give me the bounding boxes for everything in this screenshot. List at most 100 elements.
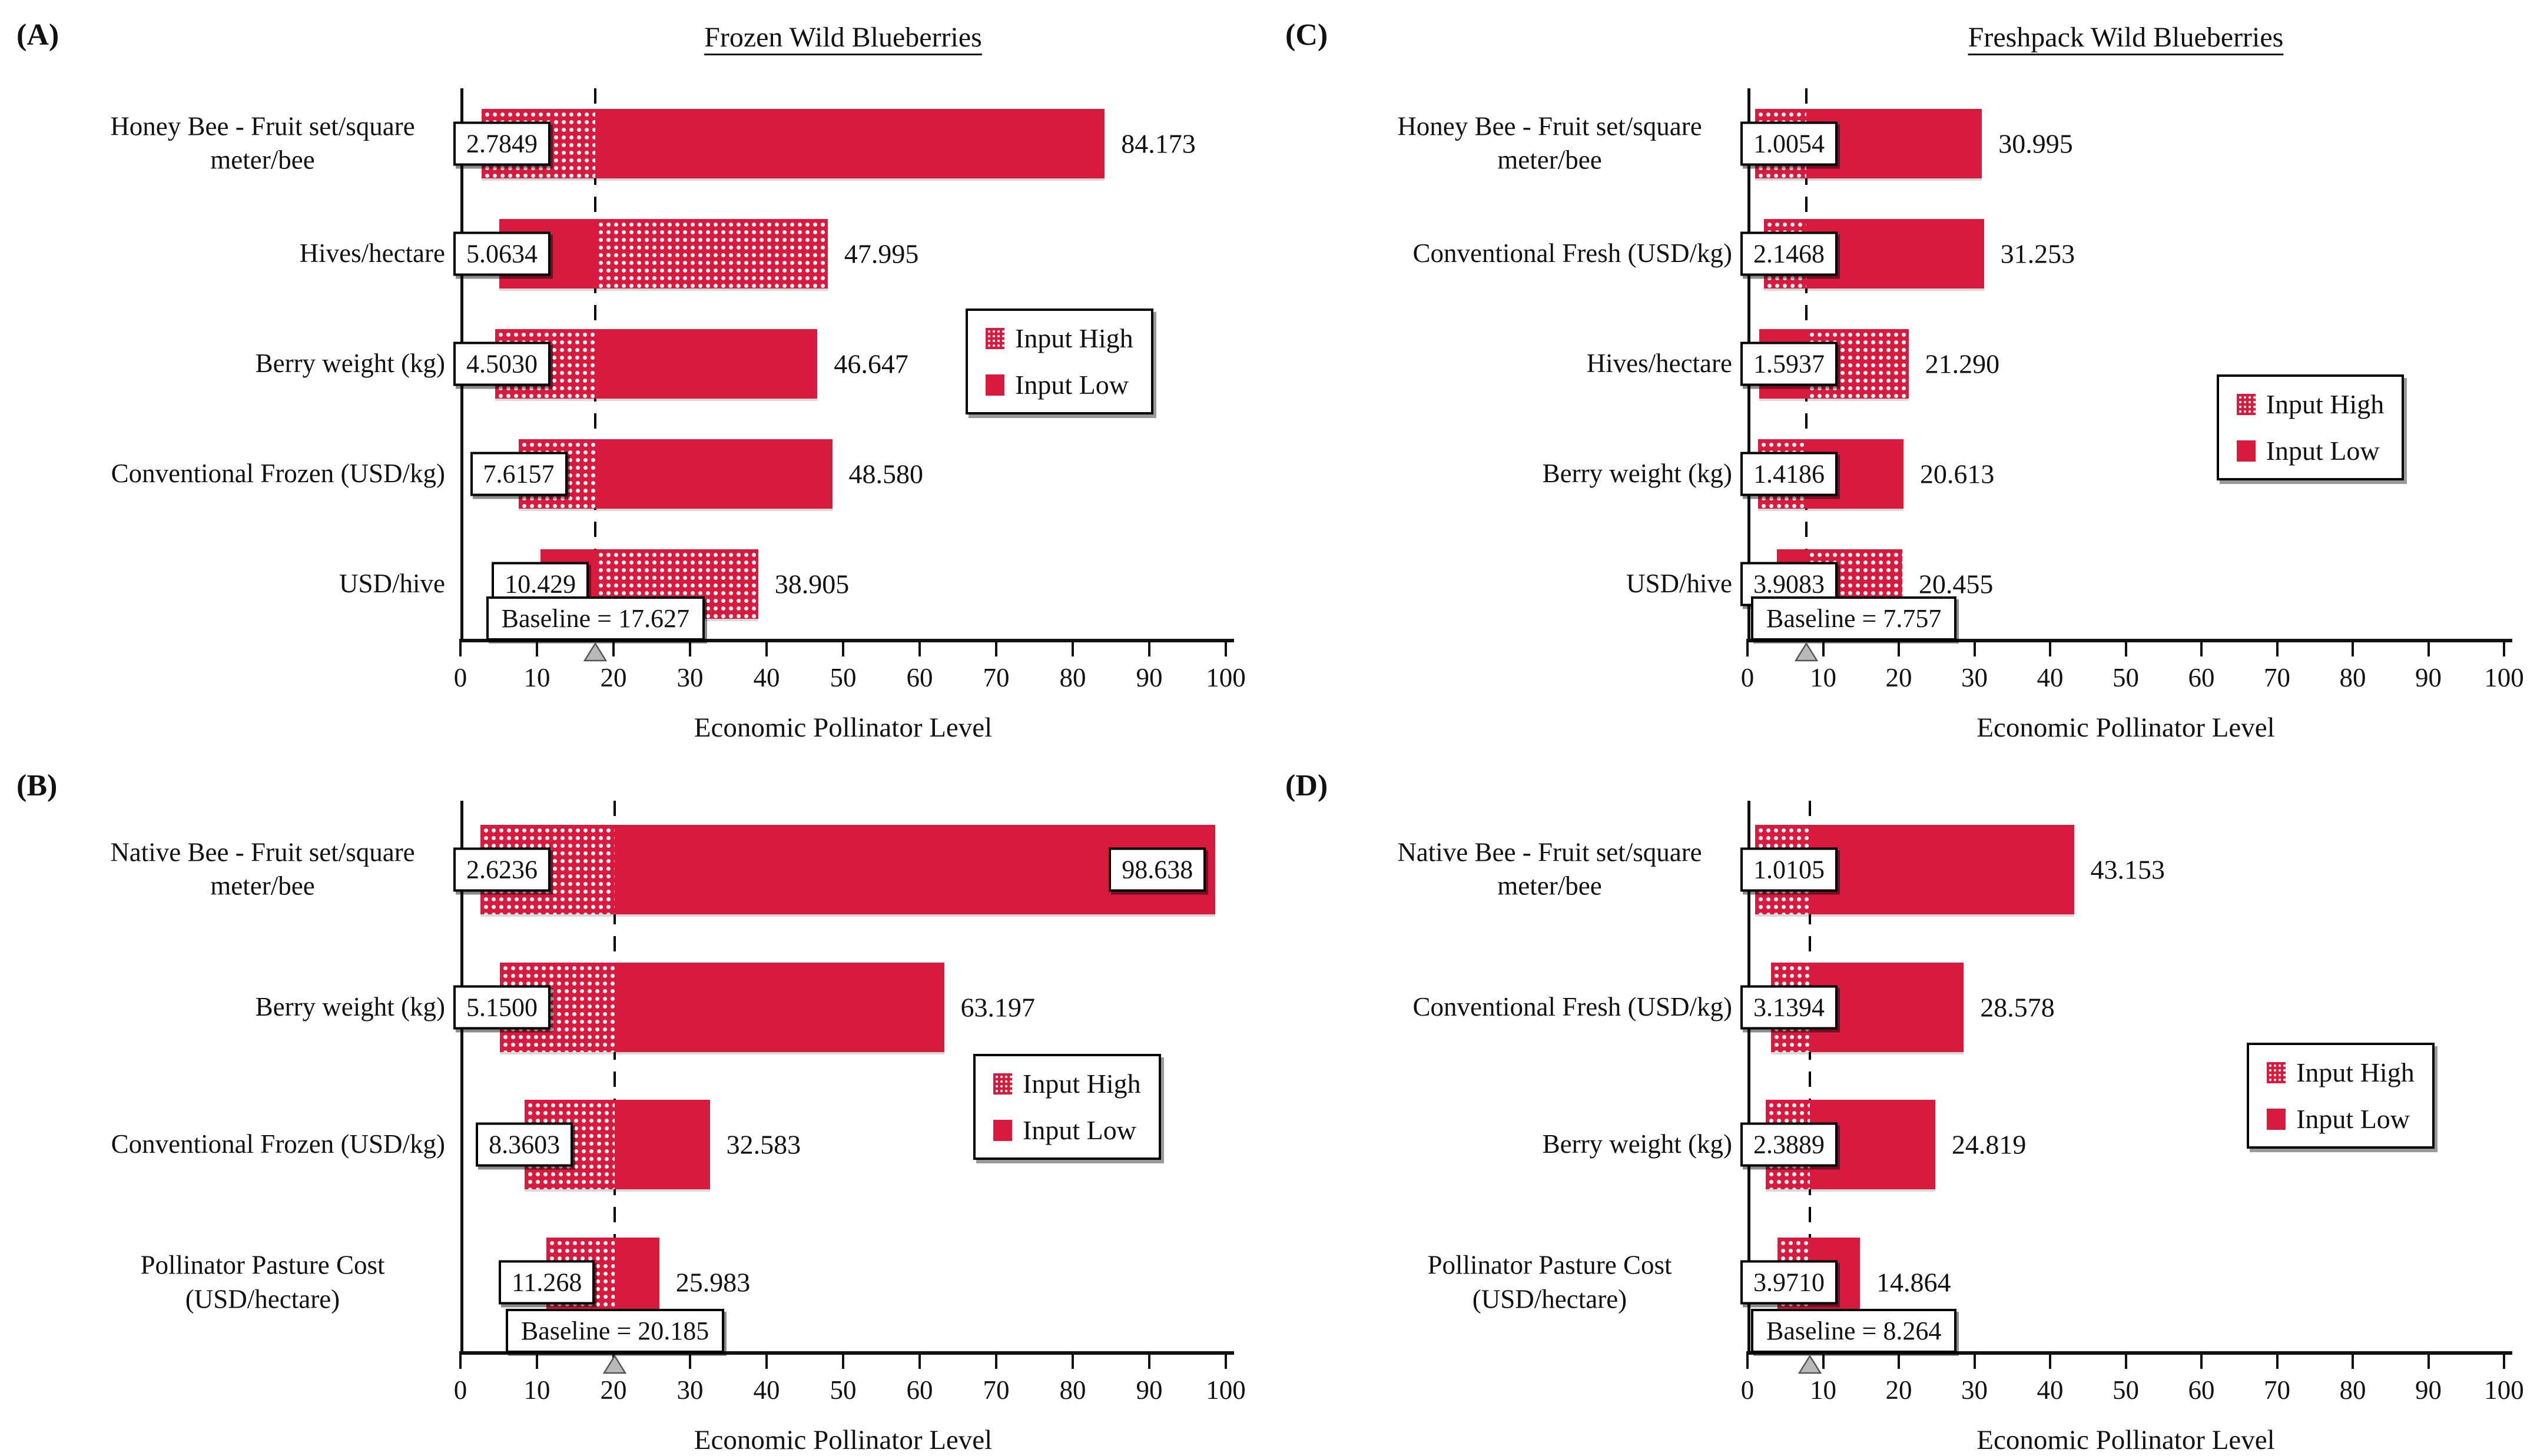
legend-label: Input Low <box>1023 1115 1136 1146</box>
category-label: Pollinator Pasture Cost (USD/hectare) <box>140 1250 385 1314</box>
plot-area: 1.0105 43.153 3.1394 28.578 2.3889 24.819 3.97… <box>1740 801 2524 1455</box>
axis-tick-label: 80 <box>1059 1375 1086 1405</box>
category-label: Honey Bee - Fruit set/square meter/bee <box>1397 111 1702 175</box>
axis-tick-label: 40 <box>2037 663 2064 692</box>
axis-tick-label: 80 <box>2339 663 2366 692</box>
baseline-box: Baseline = 8.264 <box>1751 1309 1957 1353</box>
low-value-box-label: 1.0105 <box>1740 847 1838 892</box>
high-value-label: 32.583 <box>726 1129 801 1160</box>
panel-c: (C) Freshpack Wild Blueberries 1.0054 30.99… <box>1269 0 2537 743</box>
axis-tick <box>2049 1355 2051 1369</box>
low-value-box-label: 2.7849 <box>453 121 550 165</box>
high-value-label: 43.153 <box>2090 854 2165 885</box>
axis-tick <box>2276 642 2279 656</box>
axis-tick <box>1072 642 1074 656</box>
high-value-label: 28.578 <box>1980 992 2055 1023</box>
axis-tick-label: 100 <box>2484 1375 2524 1405</box>
bar-segment-input-low <box>615 962 944 1052</box>
axis-tick-label: 70 <box>983 663 1010 692</box>
axis-tick-label: 40 <box>2037 1375 2064 1405</box>
axis-tick-label: 90 <box>2415 663 2442 692</box>
category-label: Conventional Fresh (USD/kg) <box>1412 991 1732 1021</box>
legend-label: Input Low <box>2296 1104 2410 1135</box>
legend-item: Input High <box>986 323 1133 354</box>
low-value-box-label: 2.3889 <box>1740 1122 1838 1167</box>
legend-swatch-input-high <box>2267 1062 2286 1083</box>
axis-tick <box>459 642 462 656</box>
axis-tick <box>1898 1355 1900 1369</box>
axis-tick-label: 90 <box>1136 663 1163 692</box>
category-label: Hives/hectare <box>299 238 445 268</box>
axis-tick <box>918 642 921 656</box>
category-label: Conventional Frozen (USD/kg) <box>111 1129 445 1159</box>
panel-b: (B) 2.6236 98.638 5.1500 63.197 8.3603 32.583 1… <box>0 712 1268 1455</box>
axis-tick <box>1072 1355 1074 1369</box>
category-label: Berry weight (kg) <box>1542 458 1732 488</box>
axis-tick-label: 80 <box>1059 663 1086 692</box>
axis-tick-label: 30 <box>676 663 704 692</box>
axis-tick <box>995 1355 997 1369</box>
axis-tick-label: 30 <box>676 1375 704 1405</box>
high-value-label: 20.613 <box>1919 459 1995 489</box>
panel-letter: (A) <box>16 18 59 52</box>
axis-tick <box>536 642 538 656</box>
low-value-box-label: 1.5937 <box>1740 341 1838 386</box>
category-label: Native Bee - Fruit set/square meter/bee <box>110 837 415 901</box>
axis-tick-label: 20 <box>1885 663 1912 692</box>
baseline-marker-triangle-icon <box>583 641 608 665</box>
baseline-box: Baseline = 17.627 <box>486 596 705 641</box>
x-axis-title: Economic Pollinator Level <box>1976 712 2275 743</box>
axis-tick-label: 30 <box>1961 663 1988 692</box>
axis-tick <box>2503 1355 2505 1369</box>
x-axis-line <box>459 639 1234 642</box>
legend-swatch-input-high <box>2236 393 2256 415</box>
axis-tick <box>1148 1355 1150 1369</box>
high-value-label: 25.983 <box>675 1267 751 1298</box>
axis-tick <box>1973 1355 1976 1369</box>
axis-tick-label: 0 <box>1740 663 1755 692</box>
low-value-box-label: 11.268 <box>498 1260 595 1305</box>
axis-tick-label: 100 <box>1206 663 1246 692</box>
axis-tick-label: 100 <box>1206 1375 1246 1405</box>
bar-segment-input-high <box>482 108 596 178</box>
axis-tick-label: 10 <box>523 663 550 692</box>
legend-item: Input High <box>2267 1057 2415 1088</box>
legend-swatch-input-low <box>993 1119 1012 1141</box>
category-label: Honey Bee - Fruit set/square meter/bee <box>110 111 415 175</box>
high-value-label: 30.995 <box>1998 128 2073 158</box>
low-value-box-label: 1.0054 <box>1740 121 1838 165</box>
axis-tick <box>2200 642 2203 656</box>
axis-tick-label: 50 <box>2112 663 2139 692</box>
axis-tick <box>612 642 615 656</box>
axis-tick-label: 20 <box>600 663 627 692</box>
bar-segment-input-low <box>615 1100 710 1190</box>
axis-tick <box>2427 1355 2430 1369</box>
baseline-box: Baseline = 7.757 <box>1751 596 1957 641</box>
axis-tick <box>2200 1355 2203 1369</box>
axis-tick-label: 60 <box>2188 663 2215 692</box>
axis-tick-label: 40 <box>753 1375 780 1405</box>
high-value-label: 14.864 <box>1876 1267 1951 1298</box>
x-axis-line <box>1746 639 2512 642</box>
baseline-marker-triangle-icon <box>602 1354 627 1378</box>
axis-tick <box>918 1355 921 1369</box>
low-value-box-label: 5.1500 <box>453 985 550 1030</box>
bar-segment-input-low <box>595 329 818 399</box>
low-value-box-label: 2.6236 <box>453 847 550 892</box>
category-label: Berry weight (kg) <box>1542 1129 1732 1159</box>
axis-tick <box>1822 642 1825 656</box>
axis-tick <box>2124 1355 2127 1369</box>
axis-tick-label: 80 <box>2339 1375 2366 1405</box>
legend: Input High Input Low <box>973 1054 1161 1160</box>
x-axis-line <box>459 1351 1234 1355</box>
category-label: Pollinator Pasture Cost (USD/hectare) <box>1427 1250 1672 1314</box>
axis-tick <box>1746 1355 1749 1369</box>
legend-label: Input High <box>2296 1057 2415 1088</box>
low-value-box-label: 5.0634 <box>453 231 550 276</box>
high-value-box-label: 98.638 <box>1109 847 1206 892</box>
axis-tick-label: 50 <box>2112 1375 2139 1405</box>
axis-tick-label: 0 <box>1740 1375 1755 1405</box>
legend-label: Input Low <box>1015 370 1129 400</box>
legend-item: Input Low <box>986 369 1133 400</box>
panel-letter: (B) <box>16 769 58 802</box>
